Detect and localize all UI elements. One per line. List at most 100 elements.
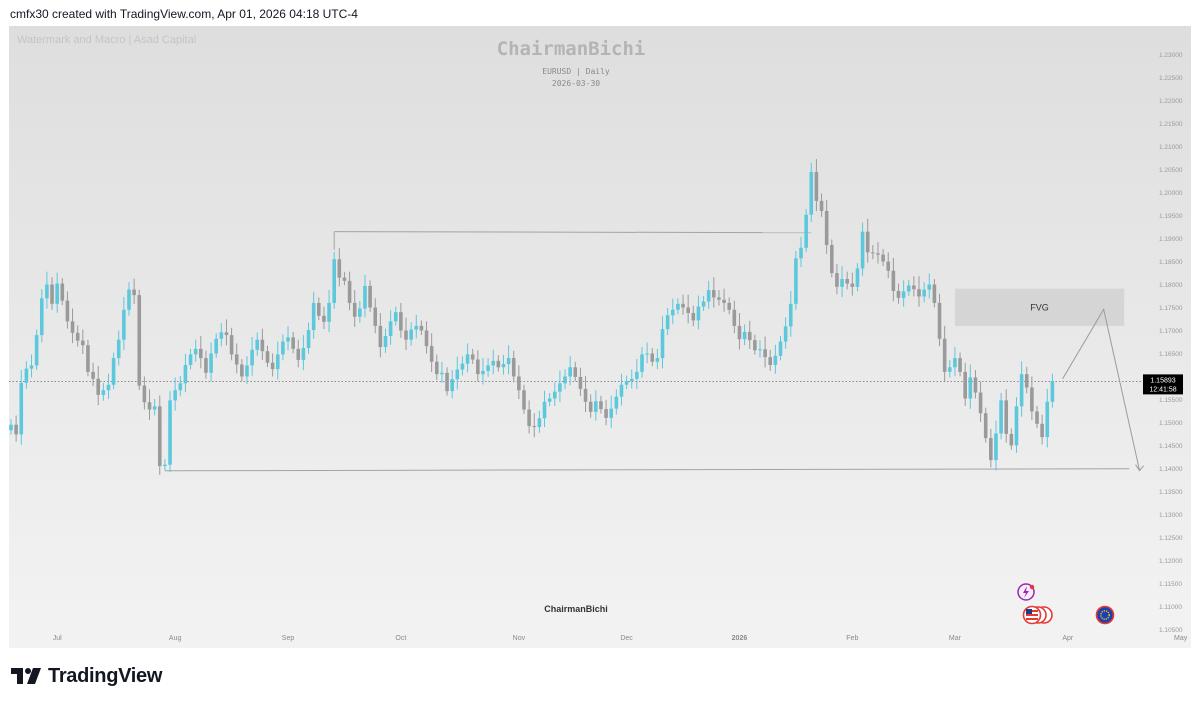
candle[interactable] <box>542 390 547 428</box>
candle[interactable] <box>814 159 819 212</box>
candle[interactable] <box>137 289 142 391</box>
candle[interactable] <box>168 391 172 473</box>
chart-area[interactable]: Watermark and Macro | Asad Capital Chair… <box>9 26 1191 648</box>
candle[interactable] <box>840 266 844 298</box>
candle[interactable] <box>804 209 808 253</box>
candle[interactable] <box>732 300 737 334</box>
candle[interactable] <box>547 393 552 407</box>
candle[interactable] <box>912 276 916 297</box>
candle[interactable] <box>932 279 937 308</box>
candle[interactable] <box>599 395 603 414</box>
candle[interactable] <box>332 251 336 309</box>
candle[interactable] <box>799 236 803 268</box>
candle[interactable] <box>39 289 44 343</box>
candle[interactable] <box>393 306 398 326</box>
candle[interactable] <box>496 355 501 372</box>
candle[interactable] <box>111 352 116 390</box>
candle[interactable] <box>783 317 788 349</box>
candle[interactable] <box>742 324 747 346</box>
candle[interactable] <box>578 367 583 397</box>
candle[interactable] <box>445 367 449 396</box>
candle[interactable] <box>922 282 926 303</box>
candle[interactable] <box>424 321 429 354</box>
candle[interactable] <box>455 356 460 390</box>
candle[interactable] <box>399 302 403 338</box>
candle[interactable] <box>352 290 357 328</box>
candle[interactable] <box>563 369 567 390</box>
candle[interactable] <box>224 319 229 346</box>
candle[interactable] <box>275 341 280 380</box>
candle[interactable] <box>958 352 962 377</box>
candle[interactable] <box>173 377 177 411</box>
candle[interactable] <box>747 320 752 349</box>
candle[interactable] <box>327 290 331 333</box>
candle[interactable] <box>937 293 942 347</box>
candle[interactable] <box>19 370 24 445</box>
candle[interactable] <box>865 218 870 263</box>
candle[interactable] <box>311 291 316 339</box>
candle[interactable] <box>419 320 424 335</box>
candle[interactable] <box>722 288 726 312</box>
candle[interactable] <box>1050 373 1055 408</box>
candle[interactable] <box>712 277 716 308</box>
candle[interactable] <box>1030 376 1034 421</box>
candlestick-chart[interactable]: Watermark and Macro | Asad Capital Chair… <box>9 26 1191 648</box>
candle[interactable] <box>809 162 814 223</box>
candle[interactable] <box>14 415 18 442</box>
candle[interactable] <box>635 358 639 390</box>
candle[interactable] <box>322 306 326 330</box>
candle[interactable] <box>245 356 249 384</box>
candle[interactable] <box>1024 366 1029 394</box>
candle[interactable] <box>199 336 203 369</box>
candle[interactable] <box>178 376 183 397</box>
candle[interactable] <box>260 328 265 361</box>
candle[interactable] <box>337 248 342 287</box>
candle[interactable] <box>619 373 624 406</box>
candle[interactable] <box>609 395 614 429</box>
candle[interactable] <box>681 294 685 315</box>
candle[interactable] <box>270 353 275 377</box>
candle[interactable] <box>670 298 675 325</box>
candle[interactable] <box>363 274 367 318</box>
candle[interactable] <box>45 271 49 309</box>
candle[interactable] <box>994 420 998 471</box>
candle[interactable] <box>855 262 860 292</box>
candle[interactable] <box>953 347 957 377</box>
candle[interactable] <box>830 239 834 278</box>
candle[interactable] <box>624 375 629 390</box>
candle[interactable] <box>347 271 352 311</box>
candle[interactable] <box>434 354 439 381</box>
candle[interactable] <box>778 336 783 361</box>
candle[interactable] <box>122 296 126 350</box>
candle[interactable] <box>906 279 911 296</box>
candle[interactable] <box>686 294 690 324</box>
candle[interactable] <box>388 310 393 345</box>
candle[interactable] <box>481 358 485 385</box>
candle[interactable] <box>501 354 506 375</box>
candle[interactable] <box>317 297 321 321</box>
candle[interactable] <box>794 250 798 310</box>
candle[interactable] <box>1035 405 1039 429</box>
candle[interactable] <box>927 273 932 299</box>
candle[interactable] <box>86 339 90 377</box>
candle[interactable] <box>91 362 95 387</box>
candle[interactable] <box>491 349 496 375</box>
candle[interactable] <box>963 362 967 406</box>
fvg-zone[interactable] <box>954 288 1125 326</box>
candle[interactable] <box>901 280 906 307</box>
candle[interactable] <box>701 296 706 312</box>
candle[interactable] <box>845 271 849 290</box>
candle[interactable] <box>568 356 572 386</box>
candle[interactable] <box>824 199 829 254</box>
candle[interactable] <box>983 407 988 443</box>
candle[interactable] <box>219 323 224 347</box>
candle[interactable] <box>947 359 952 378</box>
candle[interactable] <box>147 389 152 420</box>
candle[interactable] <box>291 331 295 354</box>
candle[interactable] <box>763 336 767 368</box>
resistance-line[interactable] <box>334 231 812 234</box>
candle[interactable] <box>470 348 475 364</box>
candle[interactable] <box>917 276 921 307</box>
candle[interactable] <box>29 354 34 378</box>
current-price-tag[interactable]: 1.15893 12:41:58 <box>1143 374 1183 395</box>
